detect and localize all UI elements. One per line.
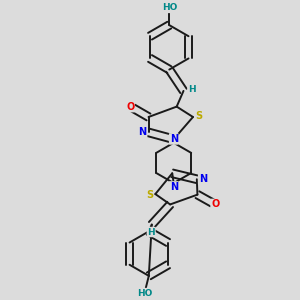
Text: S: S <box>195 111 203 121</box>
Text: S: S <box>146 190 153 200</box>
Text: HO: HO <box>162 3 178 12</box>
Text: H: H <box>188 85 196 94</box>
Text: N: N <box>170 182 178 192</box>
Text: N: N <box>199 174 207 184</box>
Text: H: H <box>147 227 155 236</box>
Text: O: O <box>126 102 134 112</box>
Text: O: O <box>211 200 219 209</box>
Text: HO: HO <box>138 289 153 298</box>
Text: N: N <box>170 134 178 144</box>
Text: N: N <box>139 127 147 137</box>
